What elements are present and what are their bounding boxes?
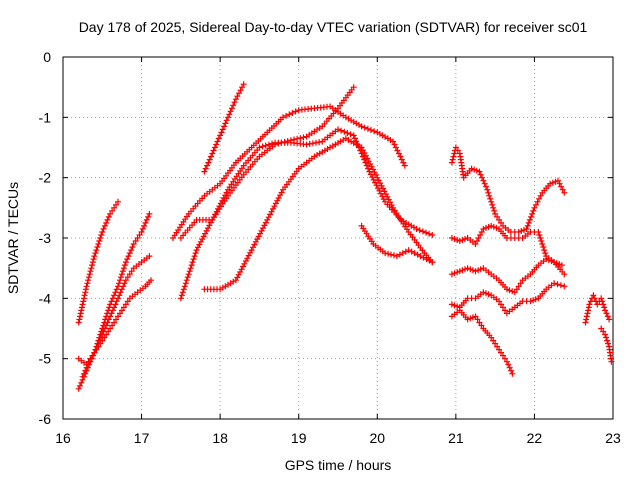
data-series bbox=[75, 81, 615, 392]
series-markers bbox=[75, 198, 121, 326]
y-tick-label: -5 bbox=[39, 351, 52, 367]
series-pass-c1 bbox=[448, 144, 568, 235]
x-tick-label: 17 bbox=[134, 430, 150, 446]
x-tick-label: 21 bbox=[448, 430, 464, 446]
x-tick-label: 18 bbox=[212, 430, 228, 446]
chart-title: Day 178 of 2025, Sidereal Day-to-day VTE… bbox=[79, 19, 588, 35]
series-pass-a3 bbox=[75, 253, 153, 368]
series-pass-b1 bbox=[201, 81, 247, 175]
series-markers bbox=[598, 325, 615, 365]
series-markers bbox=[448, 256, 568, 296]
series-pass-d2 bbox=[598, 325, 615, 365]
series-markers bbox=[448, 144, 568, 235]
series-pass-a1 bbox=[75, 198, 121, 326]
series-markers bbox=[201, 81, 247, 175]
series-markers bbox=[170, 103, 408, 241]
y-tick-label: 0 bbox=[43, 49, 51, 65]
y-axis-label: SDTVAR / TECUs bbox=[5, 182, 21, 294]
x-tick-label: 22 bbox=[527, 430, 543, 446]
series-pass-b5 bbox=[201, 135, 436, 293]
x-tick-label: 19 bbox=[291, 430, 307, 446]
series-markers bbox=[75, 253, 153, 368]
series-pass-b6 bbox=[358, 222, 436, 266]
series-markers bbox=[358, 222, 436, 266]
series-markers bbox=[201, 135, 436, 293]
x-axis-label: GPS time / hours bbox=[285, 457, 392, 473]
y-tick-labels: 0 -1 -2 -3 -4 -5 -6 bbox=[39, 49, 52, 427]
series-pass-c4 bbox=[448, 280, 568, 317]
x-tick-label: 16 bbox=[55, 430, 71, 446]
series-pass-a4 bbox=[79, 277, 154, 380]
series-markers bbox=[448, 307, 516, 377]
series-pass-c3 bbox=[448, 256, 568, 296]
grid bbox=[63, 57, 613, 419]
y-tick-label: -3 bbox=[39, 230, 52, 246]
series-markers bbox=[448, 280, 568, 317]
series-markers bbox=[582, 292, 613, 326]
x-tick-label: 23 bbox=[605, 430, 621, 446]
series-pass-b3 bbox=[170, 103, 408, 241]
y-tick-label: -4 bbox=[39, 290, 52, 306]
y-tick-label: -6 bbox=[39, 411, 52, 427]
y-tick-label: -1 bbox=[39, 109, 52, 125]
series-pass-d1 bbox=[582, 292, 613, 326]
series-markers bbox=[79, 277, 154, 380]
x-tick-labels: 16 17 18 19 20 21 22 23 bbox=[55, 430, 621, 446]
series-pass-c5 bbox=[448, 307, 516, 377]
axis-ticks bbox=[62, 56, 614, 420]
x-tick-label: 20 bbox=[369, 430, 385, 446]
y-tick-label: -2 bbox=[39, 170, 52, 186]
